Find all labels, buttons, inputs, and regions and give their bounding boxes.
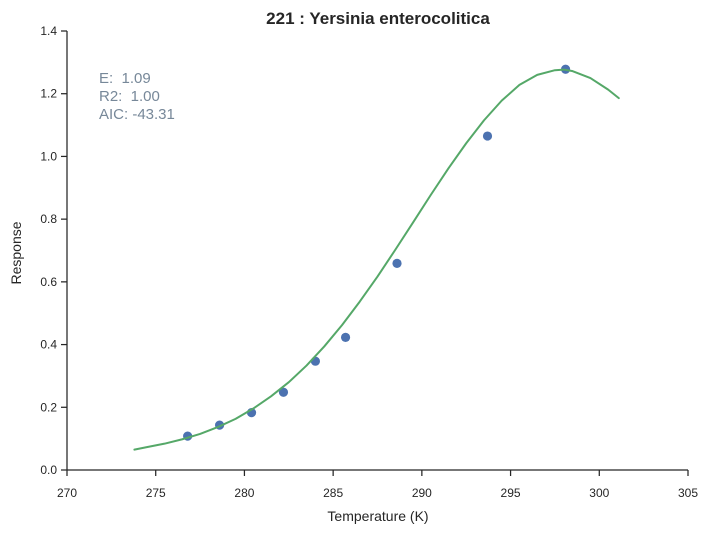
- data-point: [310, 356, 320, 366]
- plot-area: 270 275 280 285 290 295 300 305 0.0 0.2 0.4 0.6 0.8…: [40, 24, 698, 500]
- y-axis-ticks: 0.0 0.2 0.4 0.6 0.8 1.0 1.2 1.4: [40, 24, 67, 477]
- data-point: [482, 131, 493, 141]
- x-tick-label: 305: [678, 486, 698, 500]
- y-tick-label: 0.6: [40, 275, 57, 289]
- data-point: [340, 332, 351, 342]
- x-tick-label: 280: [234, 486, 254, 500]
- x-tick-label: 275: [146, 486, 166, 500]
- y-tick-label: 1.4: [40, 24, 57, 38]
- x-axis-ticks: 270 275 280 285 290 295 300 305: [57, 470, 698, 500]
- y-tick-label: 0.8: [40, 212, 57, 226]
- x-tick-label: 295: [501, 486, 521, 500]
- x-axis-label: Temperature (K): [327, 508, 428, 524]
- data-point: [278, 387, 289, 397]
- y-tick-label: 1.2: [40, 87, 57, 101]
- stats-r2: R2: 1.00: [99, 88, 160, 105]
- data-point: [392, 258, 402, 268]
- x-tick-label: 290: [412, 486, 432, 500]
- x-tick-label: 285: [323, 486, 343, 500]
- y-tick-label: 0.2: [40, 400, 57, 414]
- y-tick-label: 1.0: [40, 149, 57, 163]
- stats-e: E: 1.09: [99, 70, 151, 87]
- y-tick-label: 0.4: [40, 338, 57, 352]
- stats-aic: AIC: -43.31: [99, 106, 175, 123]
- x-tick-label: 270: [57, 486, 77, 500]
- series-layer: [133, 64, 620, 451]
- y-tick-label: 0.0: [40, 463, 57, 477]
- chart-title: 221 : Yersinia enterocolitica: [266, 9, 490, 28]
- stats-annotation: E: 1.09 R2: 1.00 AIC: -43.31: [99, 70, 175, 123]
- y-axis-label: Response: [8, 221, 24, 284]
- fit-curve: [133, 68, 620, 451]
- x-tick-label: 300: [589, 486, 609, 500]
